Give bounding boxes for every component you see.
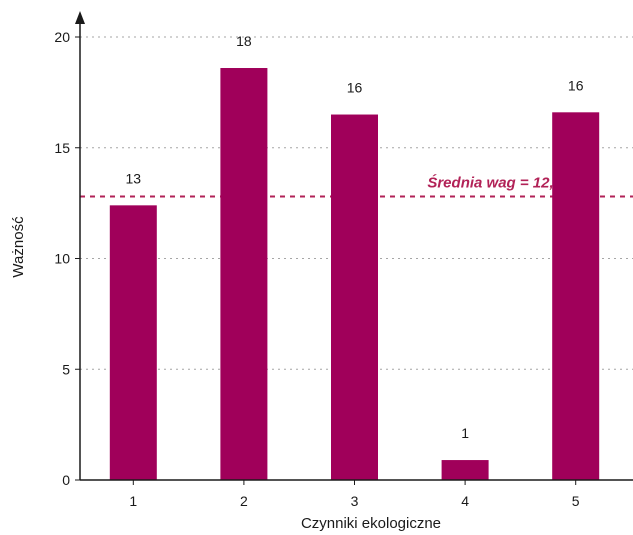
x-tick-label: 2 (240, 493, 248, 509)
bars (109, 68, 600, 481)
x-ticks: 1 2 3 4 5 (129, 480, 580, 509)
bar-data-label: 16 (347, 80, 363, 96)
bar-data-label: 1 (461, 425, 469, 441)
y-tick-label: 15 (54, 140, 70, 156)
x-tick-label: 4 (461, 493, 469, 509)
bar (109, 205, 157, 480)
y-axis-arrow (75, 11, 85, 24)
y-tick-label: 5 (62, 361, 70, 377)
bar (331, 114, 378, 481)
bar-data-label: 18 (236, 33, 252, 49)
bar (552, 112, 600, 480)
average-line-group: Średnia wag = 12,8 (80, 173, 633, 198)
y-tick-label: 20 (54, 29, 70, 45)
bar (441, 460, 489, 480)
y-ticks: 0 5 10 15 20 (54, 29, 80, 488)
bar-data-label: 16 (568, 77, 584, 93)
x-axis-title: Czynniki ekologiczne (301, 515, 441, 532)
bar-data-label: 13 (126, 170, 142, 186)
data-labels: 13 18 16 1 16 (126, 33, 584, 441)
y-tick-label: 10 (54, 251, 70, 267)
average-label: Średnia wag = 12,8 (427, 173, 562, 191)
y-axis-title: Ważność (10, 216, 27, 278)
x-tick-label: 3 (351, 493, 359, 509)
y-tick-label: 0 (62, 472, 70, 488)
x-tick-label: 5 (572, 493, 580, 509)
x-tick-label: 1 (129, 493, 137, 509)
axes (75, 11, 633, 481)
bar (220, 68, 268, 480)
